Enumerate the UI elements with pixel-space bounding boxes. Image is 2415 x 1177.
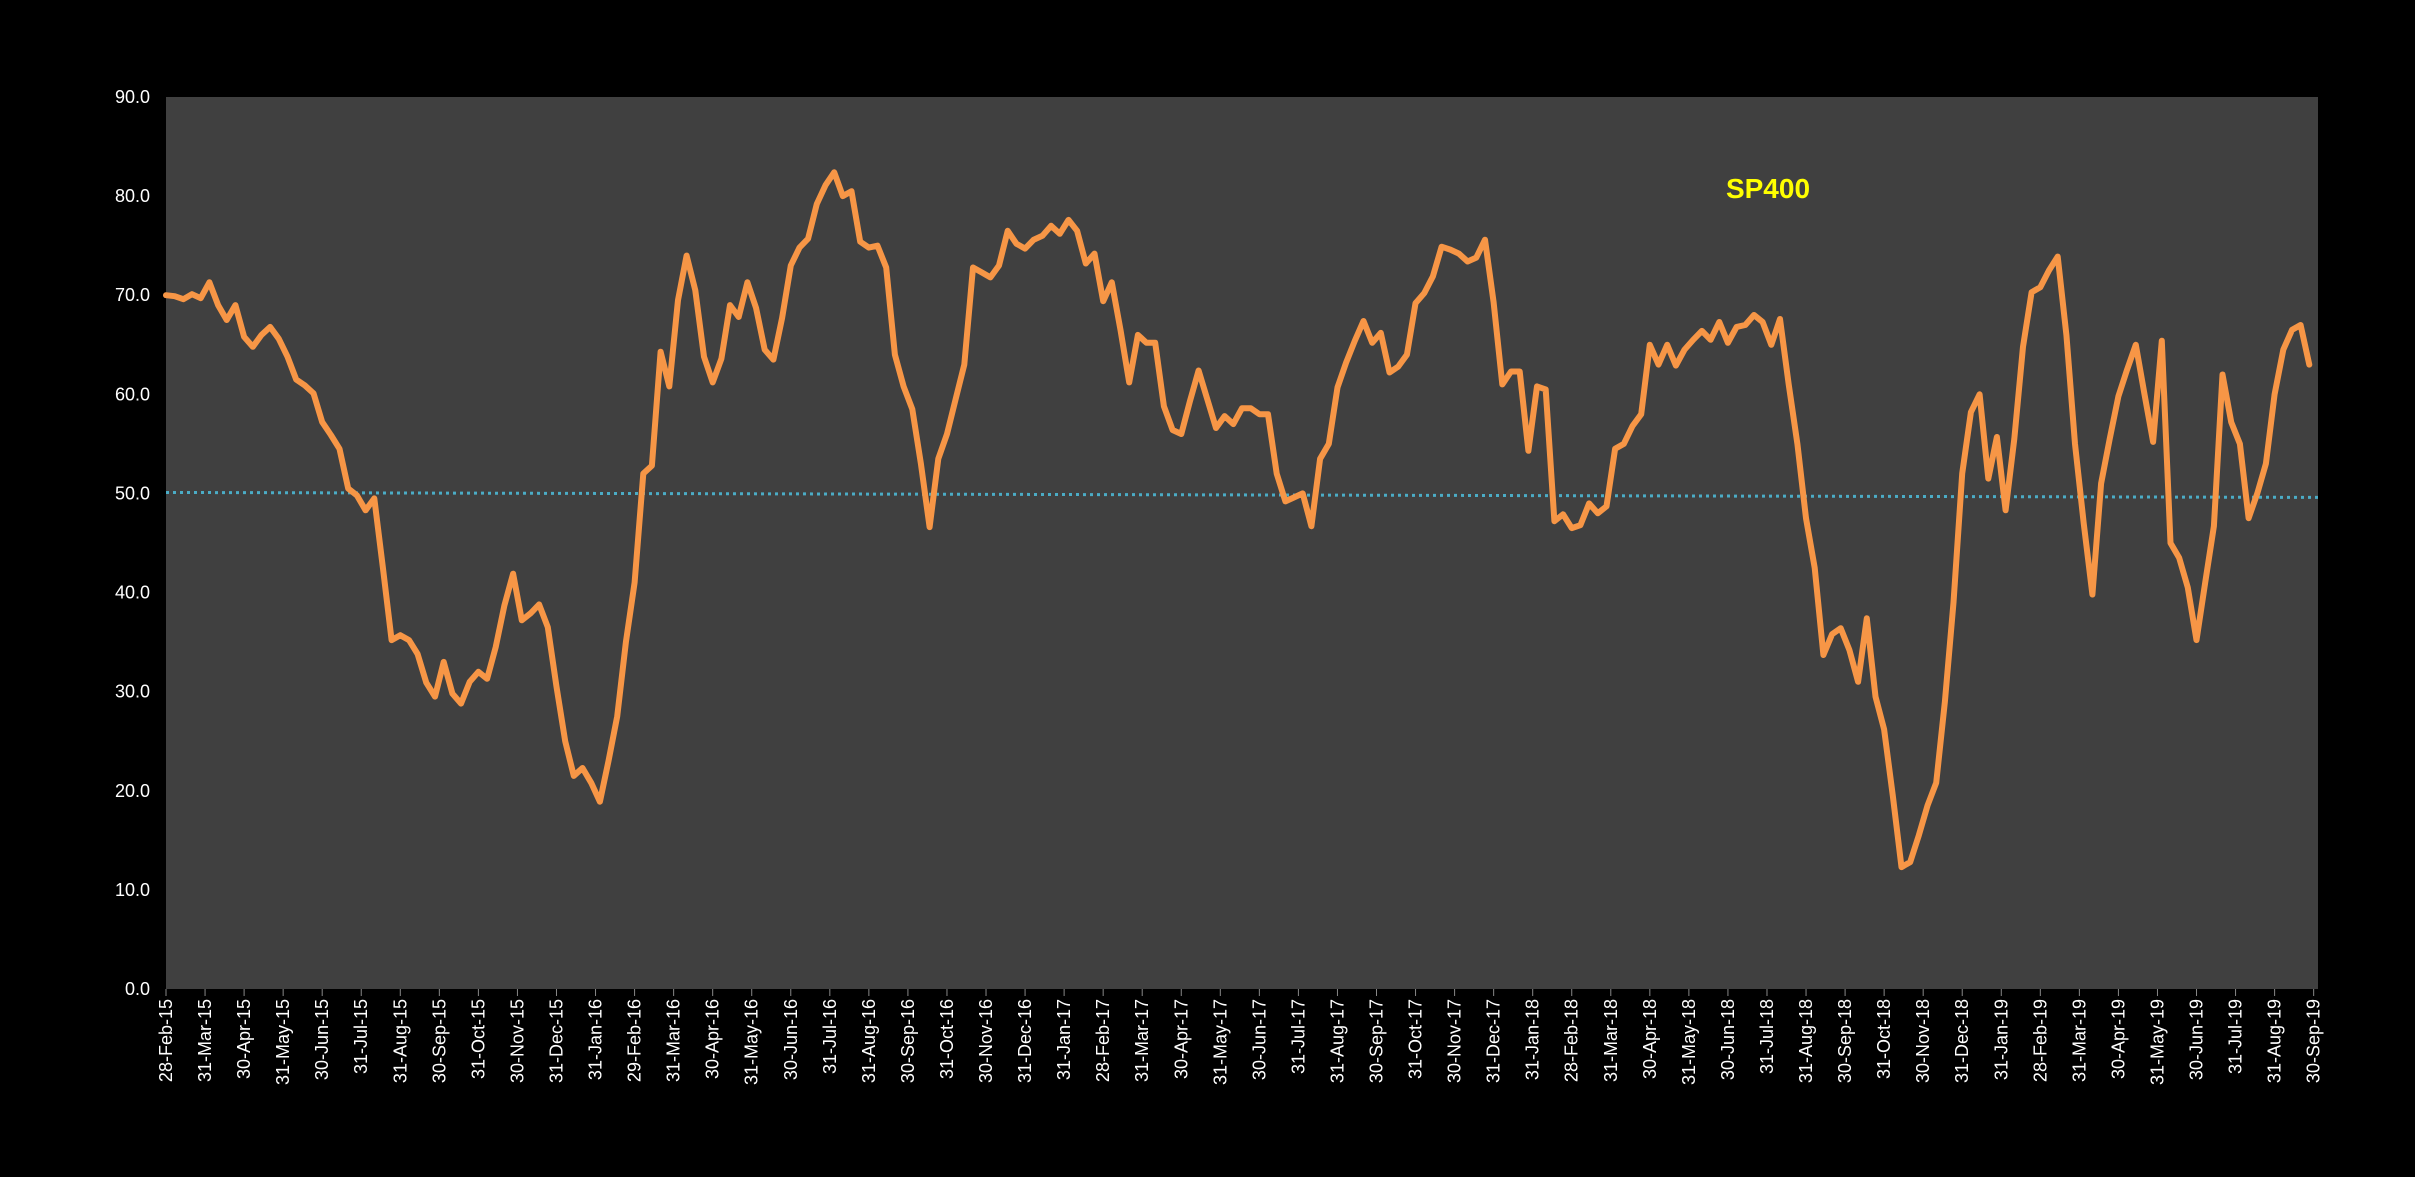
x-tick-label: 31-Dec-17 [1484, 999, 1504, 1083]
y-tick-label: 70.0 [115, 285, 150, 305]
x-tick-label: 31-Jul-16 [820, 999, 840, 1074]
x-tick-label: 31-Mar-19 [2069, 999, 2089, 1082]
x-tick-label: 31-Jul-19 [2226, 999, 2246, 1074]
plot-area [166, 97, 2318, 989]
series-line-sp400 [163, 169, 2313, 871]
x-tick-label: 28-Feb-17 [1093, 999, 1113, 1082]
x-tick-label: 31-May-16 [742, 999, 762, 1085]
x-axis: 28-Feb-15 31-Mar-15 30-Apr-15 31-May-15 30-J… [156, 989, 2324, 1085]
x-tick-label: 30-Sep-18 [1835, 999, 1855, 1083]
x-tick-label: 30-Jun-17 [1249, 999, 1269, 1080]
x-tick-label: 31-Dec-15 [546, 999, 566, 1083]
x-tick-label: 30-Apr-15 [234, 999, 254, 1079]
x-tick-label: 31-Dec-16 [1015, 999, 1035, 1083]
x-tick-label: 31-Oct-15 [468, 999, 488, 1079]
x-tick-label: 30-Jun-19 [2187, 999, 2207, 1080]
x-tick-label: 31-Jan-16 [586, 999, 606, 1080]
x-tick-label: 31-Oct-18 [1874, 999, 1894, 1079]
x-tick-label: 31-Aug-17 [1327, 999, 1347, 1083]
y-tick-label: 50.0 [115, 483, 150, 503]
x-tick-label: 31-Aug-15 [390, 999, 410, 1083]
x-tick-label: 31-May-18 [1679, 999, 1699, 1085]
x-tick-label: 31-Mar-18 [1601, 999, 1621, 1082]
x-tick-label: 30-Jun-15 [312, 999, 332, 1080]
y-tick-label: 10.0 [115, 880, 150, 900]
x-tick-label: 31-Jul-18 [1757, 999, 1777, 1074]
x-tick-label: 30-Jun-16 [781, 999, 801, 1080]
x-tick-label: 31-Aug-16 [859, 999, 879, 1083]
y-tick-label: 0.0 [125, 979, 150, 999]
y-tick-label: 80.0 [115, 186, 150, 206]
x-tick-label: 29-Feb-16 [625, 999, 645, 1082]
x-tick-label: 28-Feb-15 [156, 999, 176, 1082]
x-tick-label: 31-Jan-19 [1991, 999, 2011, 1080]
x-tick-label: 30-Apr-19 [2108, 999, 2128, 1079]
x-tick-label: 30-Apr-17 [1171, 999, 1191, 1079]
x-tick-label: 31-Aug-19 [2265, 999, 2285, 1083]
x-tick-label: 31-May-19 [2147, 999, 2167, 1085]
x-tick-label: 28-Feb-18 [1562, 999, 1582, 1082]
x-tick-label: 30-Nov-18 [1913, 999, 1933, 1083]
x-tick-label: 30-Nov-17 [1445, 999, 1465, 1083]
y-tick-label: 20.0 [115, 781, 150, 801]
x-tick-label: 30-Sep-17 [1367, 999, 1387, 1083]
x-tick-label: 31-Oct-16 [937, 999, 957, 1079]
x-tick-label: 30-Apr-18 [1640, 999, 1660, 1079]
x-tick-label: 30-Sep-16 [898, 999, 918, 1083]
x-tick-label: 31-Jan-18 [1523, 999, 1543, 1080]
x-tick-label: 31-Jan-17 [1054, 999, 1074, 1080]
x-tick-label: 31-Oct-17 [1406, 999, 1426, 1079]
x-tick-label: 31-Dec-18 [1952, 999, 1972, 1083]
y-tick-label: 90.0 [115, 87, 150, 107]
x-tick-label: 31-Mar-15 [195, 999, 215, 1082]
x-tick-label: 31-Jul-15 [351, 999, 371, 1074]
x-tick-label: 30-Nov-16 [976, 999, 996, 1083]
x-tick-label: 30-Nov-15 [507, 999, 527, 1083]
x-tick-label: 31-Mar-17 [1132, 999, 1152, 1082]
chart-title: SP400 [1726, 173, 1810, 204]
y-axis: 0.0 10.0 20.0 30.0 40.0 50.0 60.0 70.0 80.0 90.0 [115, 87, 150, 999]
x-tick-label: 30-Jun-18 [1718, 999, 1738, 1080]
x-tick-label: 28-Feb-19 [2030, 999, 2050, 1082]
x-tick-label: 31-May-17 [1210, 999, 1230, 1085]
x-tick-label: 31-Jul-17 [1288, 999, 1308, 1074]
x-tick-label: 30-Apr-16 [703, 999, 723, 1079]
x-tick-label: 31-Mar-16 [664, 999, 684, 1082]
y-tick-label: 60.0 [115, 384, 150, 404]
x-tick-label: 31-Aug-18 [1796, 999, 1816, 1083]
x-tick-label: 31-May-15 [273, 999, 293, 1085]
x-tick-label: 30-Sep-15 [429, 999, 449, 1083]
y-tick-label: 30.0 [115, 682, 150, 702]
x-tick-label: 30-Sep-19 [2304, 999, 2324, 1083]
y-tick-label: 40.0 [115, 583, 150, 603]
